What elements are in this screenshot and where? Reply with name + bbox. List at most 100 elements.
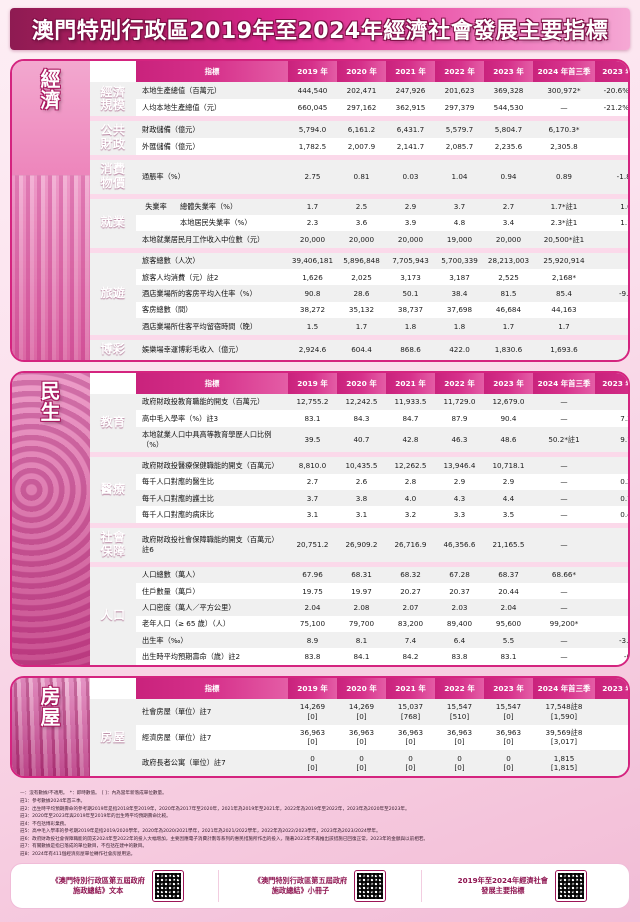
cell-value: 46,356.6 [435,527,484,562]
cell-value: 2,235.6 [484,137,533,155]
footnote-item: 註8：2024年有411個經濟房屋單位轉作社會房屋用途。 [20,851,136,857]
header-2020: 2020 年 [337,61,386,82]
market-crowd-photo [12,372,90,665]
cell-value: 20.44 [484,583,533,600]
cell-value: — [533,490,595,507]
cell-value: 202,471 [337,82,386,99]
cell-value: 0 [0] [435,750,484,776]
indicator-label: 酒店業場所住客平均留宿時間（晚） [136,318,288,335]
qr-link-policy-report-text[interactable]: 《澳門特別行政區第五屆政府 施政總結》文本 [17,869,218,902]
indicator-label: 社會房屋（單位）註7 [136,698,288,725]
table-row: 人口 人口總數（萬人） 67.96 68.31 68.32 67.28 68.3… [90,566,628,665]
qr-code-icon[interactable] [554,869,587,902]
page-title: 澳門特別行政區2019年至2024年經濟社會發展主要指標 [31,19,609,44]
cell-value: 83.8 [288,648,337,665]
cell-value: 15,037 [768] [386,698,435,725]
table-row: 本地居民失業率（%） 2.3 3.6 3.9 4.8 3.4 2.3*註1 1.… [90,214,628,232]
header-2019: 2019 年 [288,677,337,699]
cell-value: 67.96 [288,566,337,584]
section-livelihood: 民 生 指標 2019 年 2020 年 2021 年 2022 年 2023 … [10,370,630,667]
footnote-item: 註5：高中毛入學率的參考期2019年是指2019/2020學年，2020年為20… [20,829,381,835]
qr-link-key-indicators[interactable]: 2019年至2024年經濟社會 發展主要指標 [420,869,623,902]
table-row: 本地就業人口中具高等教育學歷人口比例（%） 39.5 40.7 42.8 46.… [90,426,628,453]
indicator-label: 人口總數（萬人） [136,566,288,584]
cell-value: 1.04 [435,159,484,194]
group-label-social-security: 社會 保障 [90,527,136,562]
cell-value: 2,141.7 [386,137,435,155]
cell-value: 68.66* [533,566,595,584]
indicator-label: 娛樂場幸運博彩毛收入（億元） [136,339,288,360]
residential-towers-photo [12,677,90,776]
housing-table-head: 指標 2019 年 2020 年 2021 年 2022 年 2023 年 20… [90,677,628,699]
group-label-line: 經濟 [100,84,126,99]
cell-value: 81.5 [484,285,533,302]
cell-value: 2.9 [386,198,435,215]
cell-value: 36,963 [0] [337,724,386,751]
cell-value: 2,168* [533,269,595,286]
cell-value: — [533,599,595,616]
cell-value: 6.4 [435,632,484,649]
footnote-item: 註3：2020年至2023年與2019年至2019年的出生時平均預期壽命比較。 [20,814,171,820]
table-row: 出生率（‰） 8.9 8.1 7.4 6.4 5.5 — -3.4 個千分點 [90,632,628,649]
table-row: 人均本地生產總值（元） 660,045 297,162 362,915 297,… [90,98,628,116]
cell-value: 3,187 [435,269,484,286]
qr-caption: 2019年至2024年經濟社會 發展主要指標 [458,876,548,895]
cell-value: 2.04 [288,599,337,616]
indicator-label: 旅客人均消費（元）註2 [136,269,288,286]
cell-value: 1,782.5 [288,137,337,155]
cell-value: 46,684 [484,301,533,319]
table-row: 消費 物價 通脹率（%） 2.75 0.81 0.03 1.04 0.94 0.… [90,159,628,194]
cell-value: 46.3 [435,426,484,453]
cell-value: 11,729.0 [435,393,484,411]
cell-value: 25,920,914 [533,252,595,270]
table-row: 教育 政府財政投教育職能的開支（百萬元） 12,755.2 12,242.5 1… [90,393,628,453]
cell-value: 2.03 [435,599,484,616]
indicator-label: 政府財政投社會保障職能的開支（百萬元）註6 [136,527,288,562]
cell-value: -20.6%（實質變動率） [595,82,628,99]
cell-value: -37.4% [595,339,628,360]
cell-value: 3.9 [386,214,435,232]
economy-table-body: 經濟 規模 本地生產總值（百萬元） 444,540 202,471 247,92… [90,82,628,360]
cell-value: 87.9 [435,410,484,427]
cell-value: 0 [0] [337,750,386,776]
cell-value: 20,000 [288,231,337,248]
qr-code-icon[interactable] [151,869,184,902]
cell-value: 19.97 [337,583,386,600]
indicator-label: 老年人口（≥ 65 歲）（人） [136,615,288,633]
indicator-label: 出生率（‰） [136,632,288,649]
cell-value: — [533,410,595,427]
section-housing: 房 屋 指標 2019 年 2020 年 2021 年 2022 年 2023 … [10,675,630,778]
section-housing-label: 房 屋 [12,685,90,728]
table-header-row: 指標 2019 年 2020 年 2021 年 2022 年 2023 年 20… [90,372,628,394]
cell-value: 3.2 [386,506,435,523]
cell-value: 36,963 [0] [484,724,533,751]
group-label-housing: 房屋 [90,698,136,776]
cell-value: 2.0% [595,527,628,562]
qr-links-bar: 《澳門特別行政區第五屆政府 施政總結》文本 《澳門特別行政區第五屆政府 施政總結… [10,862,630,909]
cell-value: 4.4 [484,490,533,507]
cell-value: 9.1 個百分點 [595,426,628,453]
cell-value: 2.6 [337,473,386,491]
indicator-label: 每千人口對應的病床比 [136,506,288,523]
qr-code-icon[interactable] [354,869,387,902]
indicator-label: 本地生產總值（百萬元） [136,82,288,99]
row-divider [90,561,628,567]
cell-value: 12,679.0 [484,393,533,411]
cell-value: 1.1 個百分點 [595,214,628,232]
cell-value: 25.4% [595,137,628,155]
table-row: 政府長者公寓（單位）註7 0 [0] 0 [0] 0 [0] 0 [0] 0 [0] 1,… [90,750,628,776]
row-divider [90,154,628,160]
cell-value: 2.9 [484,473,533,491]
cell-value: 67.28 [435,566,484,584]
cell-value: 84.7 [386,410,435,427]
cell-value: 3.3 [435,506,484,523]
cell-value: 2.5 [337,198,386,215]
cell-value: 26,716.9 [386,527,435,562]
cell-value: 369,328 [484,82,533,99]
indicator-label: 政府財政投醫療保健職能的開支（百萬元） [136,457,288,474]
cell-value: 48.6 [484,426,533,453]
cell-value: 5,700,339 [435,252,484,270]
cell-value: 1.7*註1 [533,198,595,215]
cell-value: 50.2*註1 [533,426,595,453]
qr-link-policy-report-booklet[interactable]: 《澳門特別行政區第五屆政府 施政總結》小冊子 [218,869,420,902]
